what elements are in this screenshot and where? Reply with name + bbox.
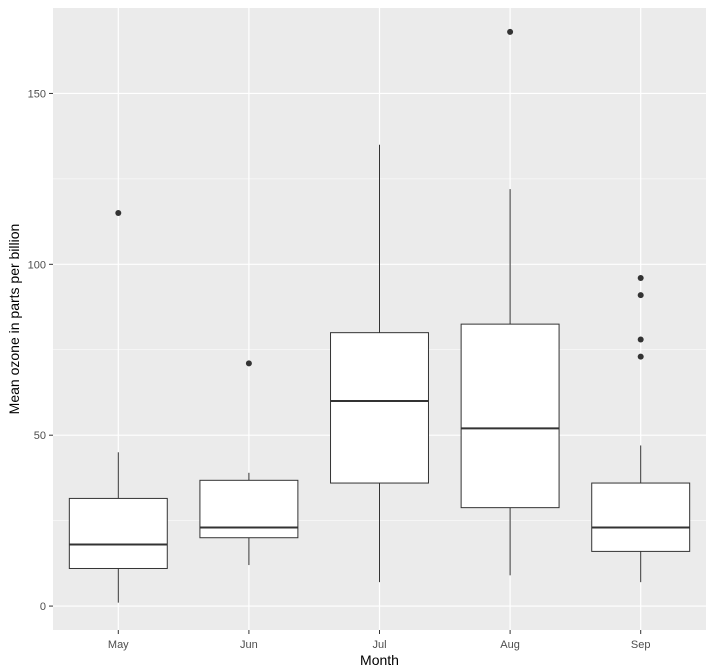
- outlier-point: [507, 28, 514, 35]
- x-axis: May Jun Jul Aug Sep: [108, 630, 651, 651]
- box-may: [68, 210, 168, 603]
- outlier-point: [637, 353, 644, 360]
- outlier-point: [115, 210, 122, 217]
- box-aug: [460, 28, 560, 576]
- y-axis: 0 50 100 150: [28, 88, 53, 613]
- outlier-point: [245, 360, 252, 367]
- boxplot-series: [68, 28, 691, 603]
- box-jul: [330, 144, 429, 583]
- box-iqr: [68, 497, 168, 569]
- outlier-point: [637, 336, 644, 343]
- outlier-point: [637, 292, 644, 299]
- x-tick-label: May: [108, 639, 129, 651]
- box-sep: [591, 274, 691, 583]
- y-tick-label: 100: [28, 259, 46, 271]
- x-axis-title: Month: [360, 652, 399, 668]
- y-tick-label: 0: [40, 601, 46, 613]
- box-iqr: [199, 479, 299, 539]
- y-tick-label: 50: [34, 430, 46, 442]
- y-tick-label: 150: [28, 88, 46, 100]
- x-tick-label: Sep: [631, 639, 651, 651]
- box-jun: [199, 360, 299, 566]
- box-iqr: [591, 482, 691, 552]
- x-tick-label: Aug: [500, 639, 520, 651]
- x-tick-label: Jul: [372, 639, 386, 651]
- box-iqr: [460, 323, 560, 509]
- x-tick-label: Jun: [240, 639, 258, 651]
- outlier-point: [637, 274, 644, 281]
- box-iqr: [330, 332, 429, 484]
- y-axis-title: Mean ozone in parts per billion: [6, 224, 22, 415]
